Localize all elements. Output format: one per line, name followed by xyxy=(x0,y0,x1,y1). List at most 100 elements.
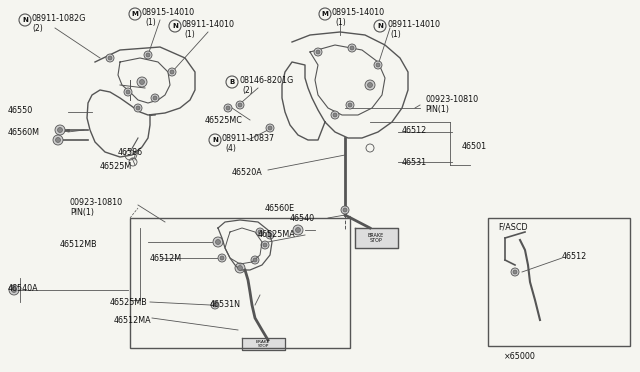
Circle shape xyxy=(213,237,223,247)
Text: 08911-1082G: 08911-1082G xyxy=(32,14,86,23)
Circle shape xyxy=(108,56,112,60)
Circle shape xyxy=(266,124,274,132)
Circle shape xyxy=(137,77,147,87)
Bar xyxy=(488,218,630,346)
Circle shape xyxy=(126,90,130,94)
Circle shape xyxy=(216,240,221,244)
Circle shape xyxy=(348,44,356,52)
Circle shape xyxy=(56,138,61,142)
Text: 46512: 46512 xyxy=(562,252,588,261)
Circle shape xyxy=(258,230,262,234)
Text: (1): (1) xyxy=(390,30,401,39)
Circle shape xyxy=(153,96,157,100)
Text: PIN(1): PIN(1) xyxy=(70,208,94,217)
Circle shape xyxy=(296,228,301,232)
Text: ×65000: ×65000 xyxy=(504,352,536,361)
Circle shape xyxy=(226,106,230,110)
Text: (4): (4) xyxy=(225,144,236,153)
Text: (2): (2) xyxy=(242,86,253,95)
Text: (1): (1) xyxy=(145,18,156,27)
Text: 00923-10810: 00923-10810 xyxy=(70,198,123,207)
Circle shape xyxy=(513,270,517,274)
Circle shape xyxy=(268,126,272,130)
Circle shape xyxy=(144,51,152,59)
Circle shape xyxy=(134,104,142,112)
Text: 08911-14010: 08911-14010 xyxy=(387,20,440,29)
Text: 08911-14010: 08911-14010 xyxy=(182,20,235,29)
Text: 46531: 46531 xyxy=(402,158,427,167)
Circle shape xyxy=(346,101,354,109)
Text: M: M xyxy=(321,11,328,17)
Text: 46512M: 46512M xyxy=(150,254,182,263)
Circle shape xyxy=(12,288,17,292)
Circle shape xyxy=(106,54,114,62)
Circle shape xyxy=(58,128,63,132)
Text: (1): (1) xyxy=(184,30,195,39)
Circle shape xyxy=(316,50,320,54)
Text: 46586: 46586 xyxy=(118,148,143,157)
Circle shape xyxy=(211,301,219,309)
Circle shape xyxy=(146,53,150,57)
Circle shape xyxy=(124,88,132,96)
Text: 46525MA: 46525MA xyxy=(258,230,296,239)
Text: 46501: 46501 xyxy=(462,142,487,151)
Circle shape xyxy=(9,285,19,295)
Text: 46531N: 46531N xyxy=(210,300,241,309)
Circle shape xyxy=(333,113,337,117)
Text: N: N xyxy=(22,17,28,23)
Text: 46525MC: 46525MC xyxy=(205,116,243,125)
Circle shape xyxy=(55,125,65,135)
Circle shape xyxy=(331,111,339,119)
Circle shape xyxy=(136,106,140,110)
Text: (2): (2) xyxy=(32,24,43,33)
Text: 46540A: 46540A xyxy=(8,284,38,293)
Circle shape xyxy=(343,208,347,212)
Circle shape xyxy=(350,46,354,50)
Text: (1): (1) xyxy=(335,18,346,27)
Text: B: B xyxy=(229,79,235,85)
Circle shape xyxy=(293,225,303,235)
Text: 46540: 46540 xyxy=(290,214,315,223)
Circle shape xyxy=(376,63,380,67)
Circle shape xyxy=(238,103,242,107)
Text: PIN(1): PIN(1) xyxy=(425,105,449,114)
Text: BRAKE
STOP: BRAKE STOP xyxy=(368,232,384,243)
Circle shape xyxy=(266,231,274,239)
Text: 08915-14010: 08915-14010 xyxy=(142,8,195,17)
Circle shape xyxy=(256,228,264,236)
Text: N: N xyxy=(172,23,178,29)
Circle shape xyxy=(261,241,269,249)
Circle shape xyxy=(236,101,244,109)
Circle shape xyxy=(151,94,159,102)
Text: 46525MB: 46525MB xyxy=(110,298,148,307)
Text: F/ASCD: F/ASCD xyxy=(498,222,527,231)
Text: 46550: 46550 xyxy=(8,106,33,115)
Text: BRAKE
STOP: BRAKE STOP xyxy=(256,340,270,348)
Circle shape xyxy=(235,263,245,273)
Circle shape xyxy=(348,103,352,107)
Text: 08911-10837: 08911-10837 xyxy=(222,134,275,143)
Circle shape xyxy=(224,104,232,112)
Circle shape xyxy=(218,254,226,262)
Text: 08146-8201G: 08146-8201G xyxy=(240,76,294,85)
Text: 46560M: 46560M xyxy=(8,128,40,137)
Circle shape xyxy=(365,80,375,90)
Text: 46512MB: 46512MB xyxy=(60,240,98,249)
Circle shape xyxy=(140,80,145,84)
Circle shape xyxy=(237,266,243,270)
Text: 46512: 46512 xyxy=(402,126,428,135)
Polygon shape xyxy=(355,228,398,248)
Circle shape xyxy=(220,256,224,260)
Text: M: M xyxy=(132,11,138,17)
Circle shape xyxy=(168,68,176,76)
Circle shape xyxy=(511,268,519,276)
Circle shape xyxy=(314,48,322,56)
Circle shape xyxy=(374,61,382,69)
Text: N: N xyxy=(377,23,383,29)
Circle shape xyxy=(367,83,372,87)
Text: 46512MA: 46512MA xyxy=(114,316,152,325)
Circle shape xyxy=(253,258,257,262)
Bar xyxy=(130,218,350,348)
Text: 46525M: 46525M xyxy=(100,162,132,171)
Polygon shape xyxy=(242,338,285,350)
